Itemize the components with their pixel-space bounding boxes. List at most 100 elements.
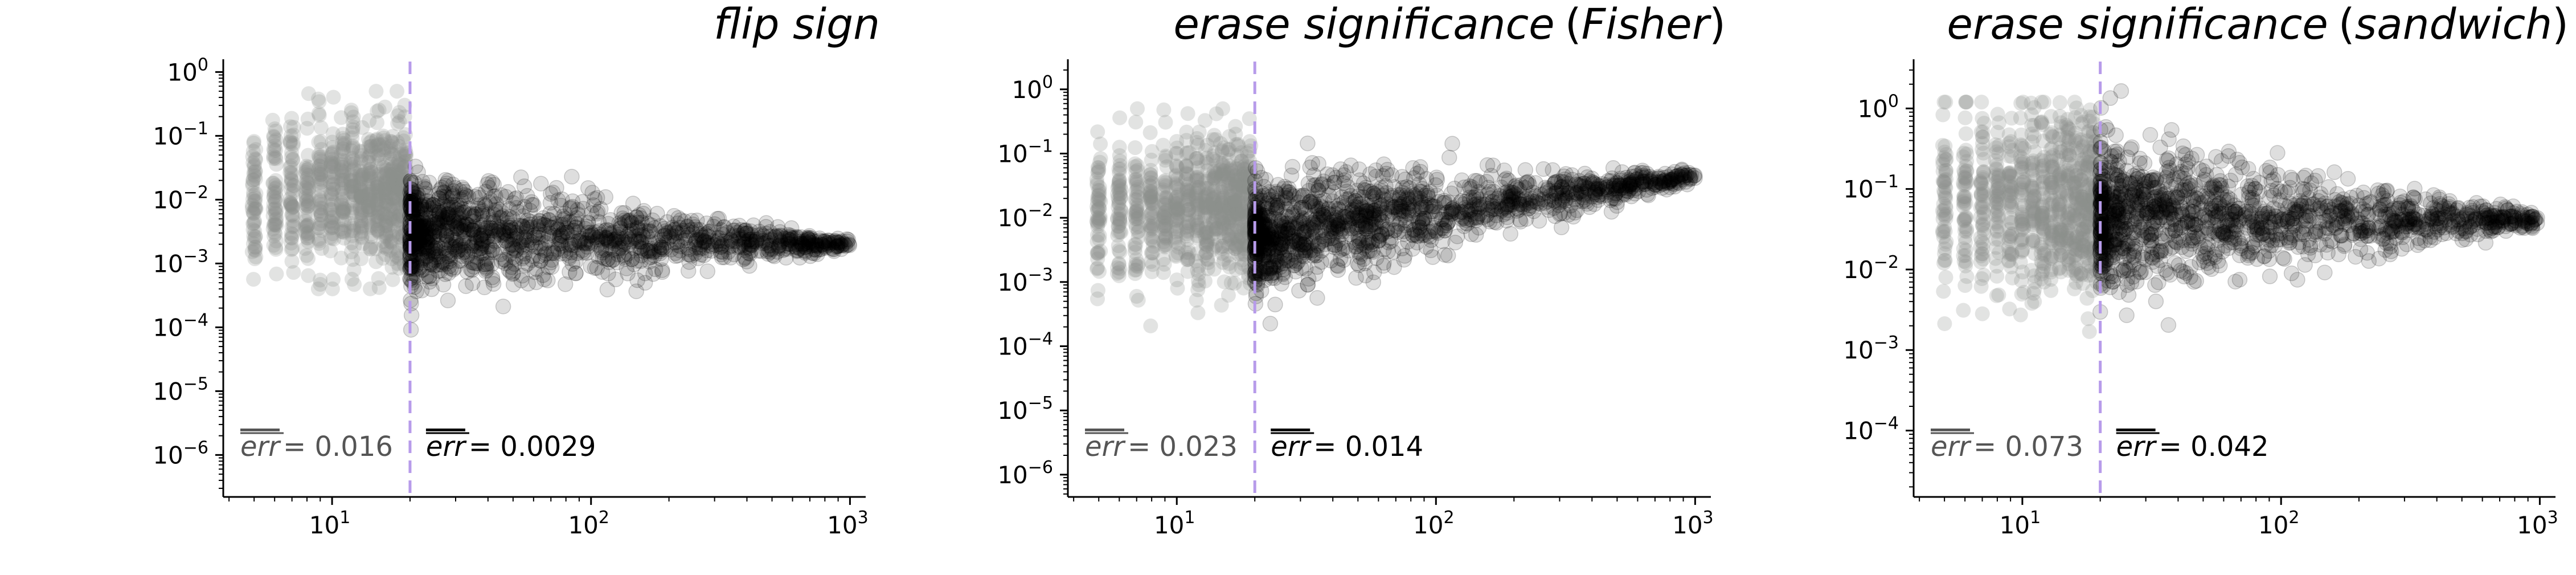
point-unreliable [286, 178, 301, 194]
point-unreliable [246, 206, 261, 221]
point-reliable [794, 238, 810, 254]
point-unreliable [284, 219, 300, 234]
point-unreliable [265, 221, 281, 236]
point-unreliable [298, 173, 314, 188]
point-reliable [418, 193, 435, 209]
point-unreliable [372, 189, 387, 204]
point-reliable [500, 183, 517, 200]
point-unreliable [369, 183, 384, 198]
point-unreliable [361, 171, 376, 186]
point-unreliable [266, 149, 281, 164]
y-tick-label: 10−6 [997, 458, 1053, 489]
point-reliable [513, 272, 530, 289]
point-unreliable [248, 151, 263, 166]
point-unreliable [370, 202, 386, 218]
point-unreliable [354, 229, 370, 244]
point-unreliable [2013, 307, 2028, 323]
point-unreliable [267, 121, 282, 136]
point-unreliable [312, 217, 327, 232]
point-unreliable [354, 224, 369, 239]
point-unreliable [1190, 305, 1206, 320]
point-unreliable [1128, 115, 1144, 130]
point-unreliable [345, 197, 360, 212]
point-reliable [1496, 206, 1512, 223]
point-unreliable [362, 202, 377, 218]
point-reliable [780, 236, 797, 252]
point-unreliable [312, 165, 327, 181]
point-unreliable [344, 143, 359, 158]
point-unreliable [346, 187, 362, 202]
point-unreliable [245, 236, 261, 251]
point-unreliable [284, 165, 299, 180]
y-tick-label: 10−3 [997, 265, 1053, 296]
point-unreliable [343, 244, 359, 260]
point-unreliable [325, 281, 340, 296]
point-unreliable [1974, 95, 1989, 110]
point-unreliable [363, 191, 378, 207]
point-unreliable [334, 172, 349, 187]
point-unreliable [300, 230, 315, 246]
point-unreliable [337, 153, 352, 169]
point-unreliable [354, 190, 369, 205]
point-unreliable [301, 148, 316, 163]
point-unreliable [363, 206, 378, 221]
point-unreliable [285, 207, 300, 222]
point-unreliable [300, 218, 315, 233]
point-unreliable [314, 201, 330, 216]
point-unreliable [1143, 318, 1158, 333]
point-unreliable [1143, 167, 1158, 182]
point-unreliable [245, 222, 261, 238]
point-unreliable [371, 183, 386, 198]
point-unreliable [301, 225, 316, 240]
point-unreliable [285, 227, 300, 242]
point-unreliable [354, 148, 370, 163]
point-reliable [1386, 179, 1402, 195]
point-unreliable [345, 252, 361, 267]
point-unreliable [371, 271, 386, 286]
point-unreliable [324, 187, 339, 203]
point-reliable [543, 245, 559, 262]
point-unreliable [268, 185, 284, 200]
point-unreliable [326, 231, 342, 247]
point-unreliable [248, 239, 263, 255]
point-unreliable [1158, 115, 1173, 130]
point-unreliable [245, 185, 261, 201]
point-unreliable [300, 199, 316, 214]
point-unreliable [297, 213, 313, 229]
point-unreliable [314, 213, 329, 229]
point-unreliable [298, 226, 314, 242]
point-unreliable [372, 195, 387, 210]
point-unreliable [370, 222, 386, 238]
point-unreliable [284, 201, 300, 216]
x-tick-label: 101 [1154, 508, 1195, 539]
point-reliable [550, 192, 566, 208]
point-unreliable [325, 181, 341, 197]
point-reliable [434, 217, 450, 233]
point-unreliable [353, 176, 368, 191]
point-reliable [450, 243, 466, 259]
point-unreliable [354, 144, 369, 160]
point-unreliable [325, 220, 340, 235]
point-unreliable [334, 195, 349, 211]
point-unreliable [248, 172, 263, 186]
point-reliable [602, 225, 618, 242]
point-reliable [1471, 184, 1486, 200]
point-unreliable [1989, 268, 2005, 284]
point-unreliable [284, 197, 299, 212]
point-unreliable [1957, 196, 1972, 211]
point-unreliable [334, 195, 349, 210]
point-unreliable [282, 136, 298, 151]
point-unreliable [363, 161, 378, 177]
point-unreliable [326, 158, 341, 174]
point-unreliable [362, 178, 377, 193]
point-reliable [1385, 244, 1402, 260]
point-unreliable [310, 91, 326, 107]
point-unreliable [326, 144, 341, 160]
point-unreliable [246, 187, 261, 203]
point-unreliable [335, 168, 350, 183]
point-unreliable [311, 231, 326, 247]
point-unreliable [344, 272, 359, 287]
point-unreliable [355, 199, 370, 215]
point-reliable [437, 266, 453, 282]
point-unreliable [326, 169, 341, 185]
